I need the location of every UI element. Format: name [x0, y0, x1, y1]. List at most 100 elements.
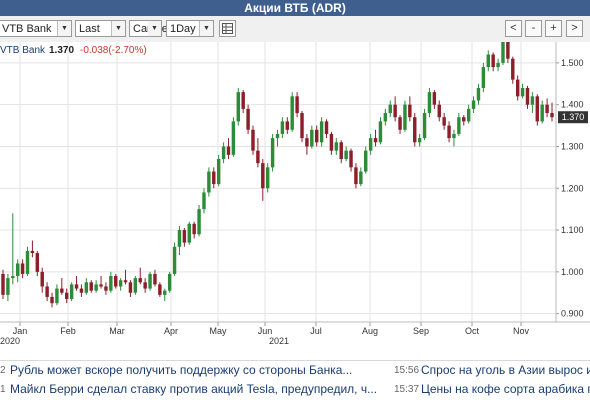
candle [314, 125, 319, 147]
chart-type-select-arrow[interactable]: ▼ [148, 20, 162, 37]
chevron-down-icon: ▼ [111, 21, 125, 36]
news-headline[interactable]: Майкл Берри сделал ставку против акций T… [10, 382, 378, 396]
candle-body [202, 192, 206, 210]
candle [393, 96, 397, 122]
candle [99, 276, 103, 289]
candle-body [417, 138, 422, 143]
candle-body [109, 276, 113, 291]
candle [329, 131, 334, 155]
candle-body [305, 138, 309, 147]
candle-body [231, 121, 236, 155]
candle [133, 276, 138, 295]
candle-body [535, 96, 540, 122]
grid-icon [222, 23, 233, 34]
candle-body [45, 286, 49, 297]
candle [15, 259, 20, 283]
news-time: 2 [0, 365, 6, 376]
news-feed: 2 Рубль может вскоре получить поддержку … [0, 361, 590, 400]
candle [339, 140, 343, 164]
candle-body [280, 121, 285, 134]
candle [447, 121, 451, 143]
candlestick-chart[interactable]: 1.500 1.400 1.300 1.200 1.100 1.000 0.900 Jan Fe… [0, 42, 590, 350]
candle-body [442, 117, 446, 126]
candle [231, 117, 236, 157]
interval-select-value: 1Day [170, 23, 196, 35]
interval-select[interactable]: 1Day ▼ [166, 20, 214, 37]
candle [30, 240, 35, 258]
candle-body [285, 121, 290, 130]
candle-body [550, 113, 554, 118]
candle-body [540, 104, 544, 122]
candle-body [104, 286, 108, 291]
candle-body [349, 150, 353, 168]
candle-body [197, 209, 201, 235]
candle-body [314, 129, 319, 143]
candle-body [133, 278, 138, 293]
candle-body [491, 54, 495, 68]
candle [427, 87, 432, 118]
candle [364, 146, 368, 174]
news-item[interactable]: 2 Рубль может вскоре получить поддержку … [0, 361, 590, 380]
price-type-select[interactable]: Last ▼ [75, 20, 126, 37]
x-tick-label: Nov [513, 326, 530, 336]
candle-body [486, 54, 490, 68]
candle-body [501, 42, 505, 63]
candle-body [481, 67, 486, 88]
candle-body [359, 171, 363, 185]
zoom-out-button[interactable]: - [525, 20, 542, 37]
scroll-right-button[interactable]: > [566, 20, 583, 37]
scroll-left-button[interactable]: < [505, 20, 522, 37]
zoom-in-button[interactable]: + [545, 20, 562, 37]
candle [216, 154, 221, 187]
instrument-select[interactable]: VTB Bank ▼ [0, 20, 72, 37]
candle-body [114, 276, 118, 287]
news-item[interactable]: 1 Майкл Берри сделал ставку против акций… [0, 380, 590, 399]
candle-body [393, 104, 397, 118]
news-headline[interactable]: Спрос на уголь в Азии вырос и [421, 363, 590, 377]
news-item[interactable]: 15:56 Спрос на уголь в Азии вырос и [0, 361, 590, 380]
news-headline[interactable]: Рубль может вскоре получить поддержку со… [10, 363, 353, 377]
candle [545, 98, 549, 118]
candle [349, 148, 353, 172]
candle-body [172, 246, 177, 274]
candle-body [60, 288, 64, 293]
candle [442, 113, 446, 130]
candle [354, 163, 358, 189]
instrument-select-value: VTB Bank [2, 23, 52, 35]
candle-body [15, 263, 20, 277]
candle [35, 250, 40, 277]
candle-body [319, 121, 324, 143]
price-tag-label: 1.370 [562, 112, 585, 122]
candle [486, 50, 490, 72]
candle [511, 56, 515, 84]
chart-settings-button[interactable] [219, 20, 236, 37]
y-tick-label: 1.000 [561, 267, 584, 277]
candle-body [65, 292, 69, 300]
candle-body [471, 100, 476, 109]
candle-body [329, 133, 334, 151]
y-tick-label: 1.400 [561, 100, 584, 110]
candle [50, 292, 54, 308]
candle [285, 117, 290, 134]
candle [550, 102, 554, 122]
candle-body [290, 96, 294, 130]
candle-body [148, 273, 152, 289]
candle-body [408, 104, 412, 118]
candle [300, 110, 304, 143]
candle-body [545, 104, 549, 114]
price-chart[interactable]: 1.500 1.400 1.300 1.200 1.100 1.000 0.900 Jan Fe… [0, 42, 590, 350]
news-item[interactable]: 15:37 Цены на кофе сорта арабика п [0, 380, 590, 399]
candle-body [452, 133, 456, 139]
candle-body [530, 96, 535, 105]
candle [148, 271, 152, 291]
candle [437, 100, 441, 122]
legend-last-price: 1.370 [49, 45, 74, 56]
candle [481, 62, 486, 93]
candle [466, 104, 471, 124]
candle-body [1, 273, 5, 295]
x-tick-label: Sep [413, 326, 429, 336]
candle [74, 276, 79, 291]
news-headline[interactable]: Цены на кофе сорта арабика п [421, 382, 590, 396]
candle [496, 58, 500, 72]
chevron-down-icon: ▼ [148, 21, 161, 36]
